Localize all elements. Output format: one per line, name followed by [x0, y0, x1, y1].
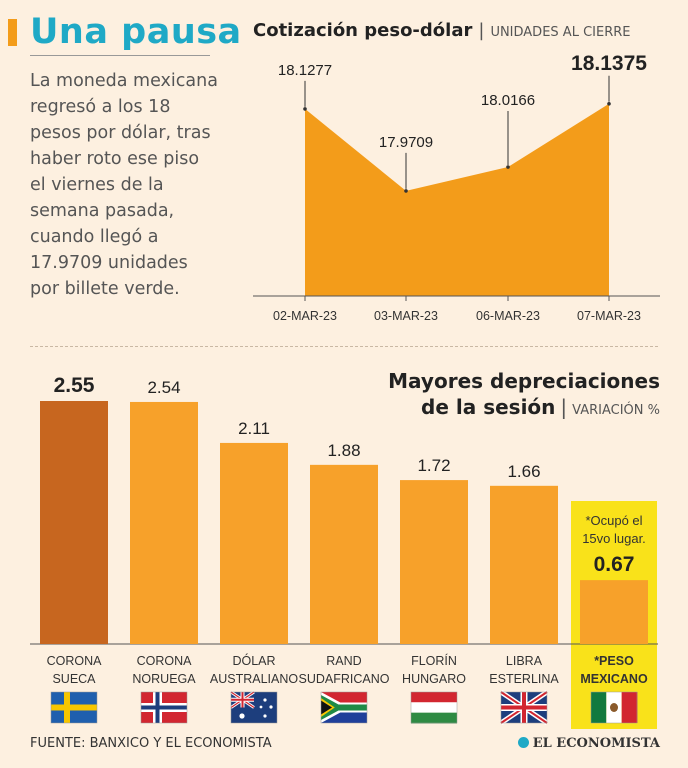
line-chart-title-text: Cotización peso-dólar [253, 20, 473, 41]
x-tick-label: 03-MAR-23 [374, 309, 438, 323]
line-chart-title: Cotización peso-dólar | UNIDADES AL CIERRE [253, 20, 630, 41]
footnote-line1: *Ocupó el [585, 513, 642, 528]
area-chart: 18.1277 02-MAR-23 17.9709 03-MAR-23 18.0166 0… [253, 52, 660, 323]
category-label-line2: AUSTRALIANO [210, 672, 298, 686]
footnote-line2: 15vo lugar. [582, 531, 646, 546]
flag-part [321, 700, 333, 715]
australia-flag [230, 690, 278, 724]
data-label: 17.9709 [379, 134, 433, 151]
bar-chart-title: Mayores depreciaciones de la sesión | VARI… [388, 368, 660, 424]
mexico-flag [590, 691, 638, 724]
line-chart-subtitle: UNIDADES AL CIERRE [490, 25, 631, 40]
bar-chart-subtitle: VARIACIÓN % [572, 403, 660, 418]
category-label-line1: FLORÍN [411, 653, 457, 668]
section-divider [30, 346, 658, 347]
x-tick-label: 06-MAR-23 [476, 309, 540, 323]
flag-border [500, 691, 548, 724]
category-label-line1: CORONA [47, 654, 103, 668]
sweden-flag [50, 691, 98, 724]
flag-part [141, 705, 187, 710]
flag-part [411, 702, 457, 713]
headline: Una pausa [30, 12, 242, 52]
category-label-line1: RAND [326, 654, 361, 668]
flag-emblem [610, 703, 618, 712]
data-point [506, 165, 510, 169]
uk-flag [499, 689, 549, 726]
flag-part [231, 698, 254, 701]
title-separator: | [478, 20, 485, 41]
data-label: 18.1277 [278, 62, 332, 79]
x-tick-label: 07-MAR-23 [577, 309, 641, 323]
flag-part [501, 705, 547, 710]
hungary-flag [410, 691, 458, 724]
bar-value-label: 2.54 [147, 378, 180, 397]
data-point [404, 189, 408, 193]
category-label-line1: *PESO [594, 654, 634, 668]
norway-flag [140, 691, 188, 724]
bar [400, 480, 468, 644]
logo-text: EL ECONOMISTA [532, 736, 660, 751]
bar-chart: *Ocupó el 15vo lugar. 2.55 CORONA SUECA 2.54 C… [30, 374, 658, 729]
flag-border [230, 691, 278, 724]
category-label-line2: HUNGARO [402, 672, 466, 686]
category-label-line1: DÓLAR [232, 653, 275, 668]
headline-rule [30, 55, 210, 56]
bar-value-label: 2.55 [54, 374, 95, 397]
data-point [607, 101, 611, 106]
data-label: 18.0166 [481, 92, 535, 109]
south-africa-flag [320, 691, 368, 724]
flag-part [621, 692, 638, 723]
category-label-line1: CORONA [137, 654, 193, 668]
bar-chart-title-line1: Mayores depreciaciones [388, 369, 660, 393]
area-fill [305, 103, 609, 297]
flag-part [411, 712, 457, 724]
flag-part [411, 692, 457, 703]
category-label-line1: LIBRA [506, 654, 543, 668]
bar [580, 580, 648, 644]
bar [220, 442, 288, 644]
flag-border [50, 691, 98, 724]
flag-part [321, 695, 367, 720]
flag-part [591, 692, 607, 723]
bar [310, 464, 378, 644]
data-point [303, 107, 307, 111]
category-label-line2: SUECA [52, 672, 96, 686]
flag-part [51, 704, 97, 711]
flag-star [263, 714, 267, 718]
flag-border [140, 691, 188, 724]
bar-value-label: 2.11 [238, 419, 270, 438]
title-separator: | [560, 395, 568, 419]
summary-text: La moneda mexicana regresó a los 18 peso… [30, 71, 218, 299]
category-label-line2: MEXICANO [580, 672, 648, 686]
bar-value-label: 1.66 [507, 462, 540, 481]
bar-chart-title-line2: de la sesión [421, 395, 556, 419]
source-note: FUENTE: BANXICO Y EL ECONOMISTA [30, 736, 272, 751]
data-label: 18.1375 [571, 52, 647, 75]
flag-star [263, 698, 267, 702]
flag-star [239, 713, 245, 719]
accent-bar [8, 19, 17, 46]
bar-value-label: 1.88 [327, 441, 360, 460]
bar [130, 401, 198, 644]
publisher-logo: EL ECONOMISTA [517, 736, 660, 751]
category-label-line2: NORUEGA [132, 672, 196, 686]
flag-border [590, 691, 638, 724]
bar [40, 401, 108, 644]
bar-value-label: 0.67 [594, 553, 635, 576]
flag-star [259, 705, 263, 709]
bar [490, 485, 558, 644]
x-tick-label: 02-MAR-23 [273, 309, 337, 323]
flag-border [320, 691, 368, 724]
category-label-line2: SUDAFRICANO [299, 672, 390, 686]
flag-star [269, 705, 273, 709]
logo-icon [517, 737, 529, 748]
bar-value-label: 1.72 [417, 456, 450, 475]
flag-border [410, 691, 458, 724]
category-label-line2: ESTERLINA [489, 672, 559, 686]
